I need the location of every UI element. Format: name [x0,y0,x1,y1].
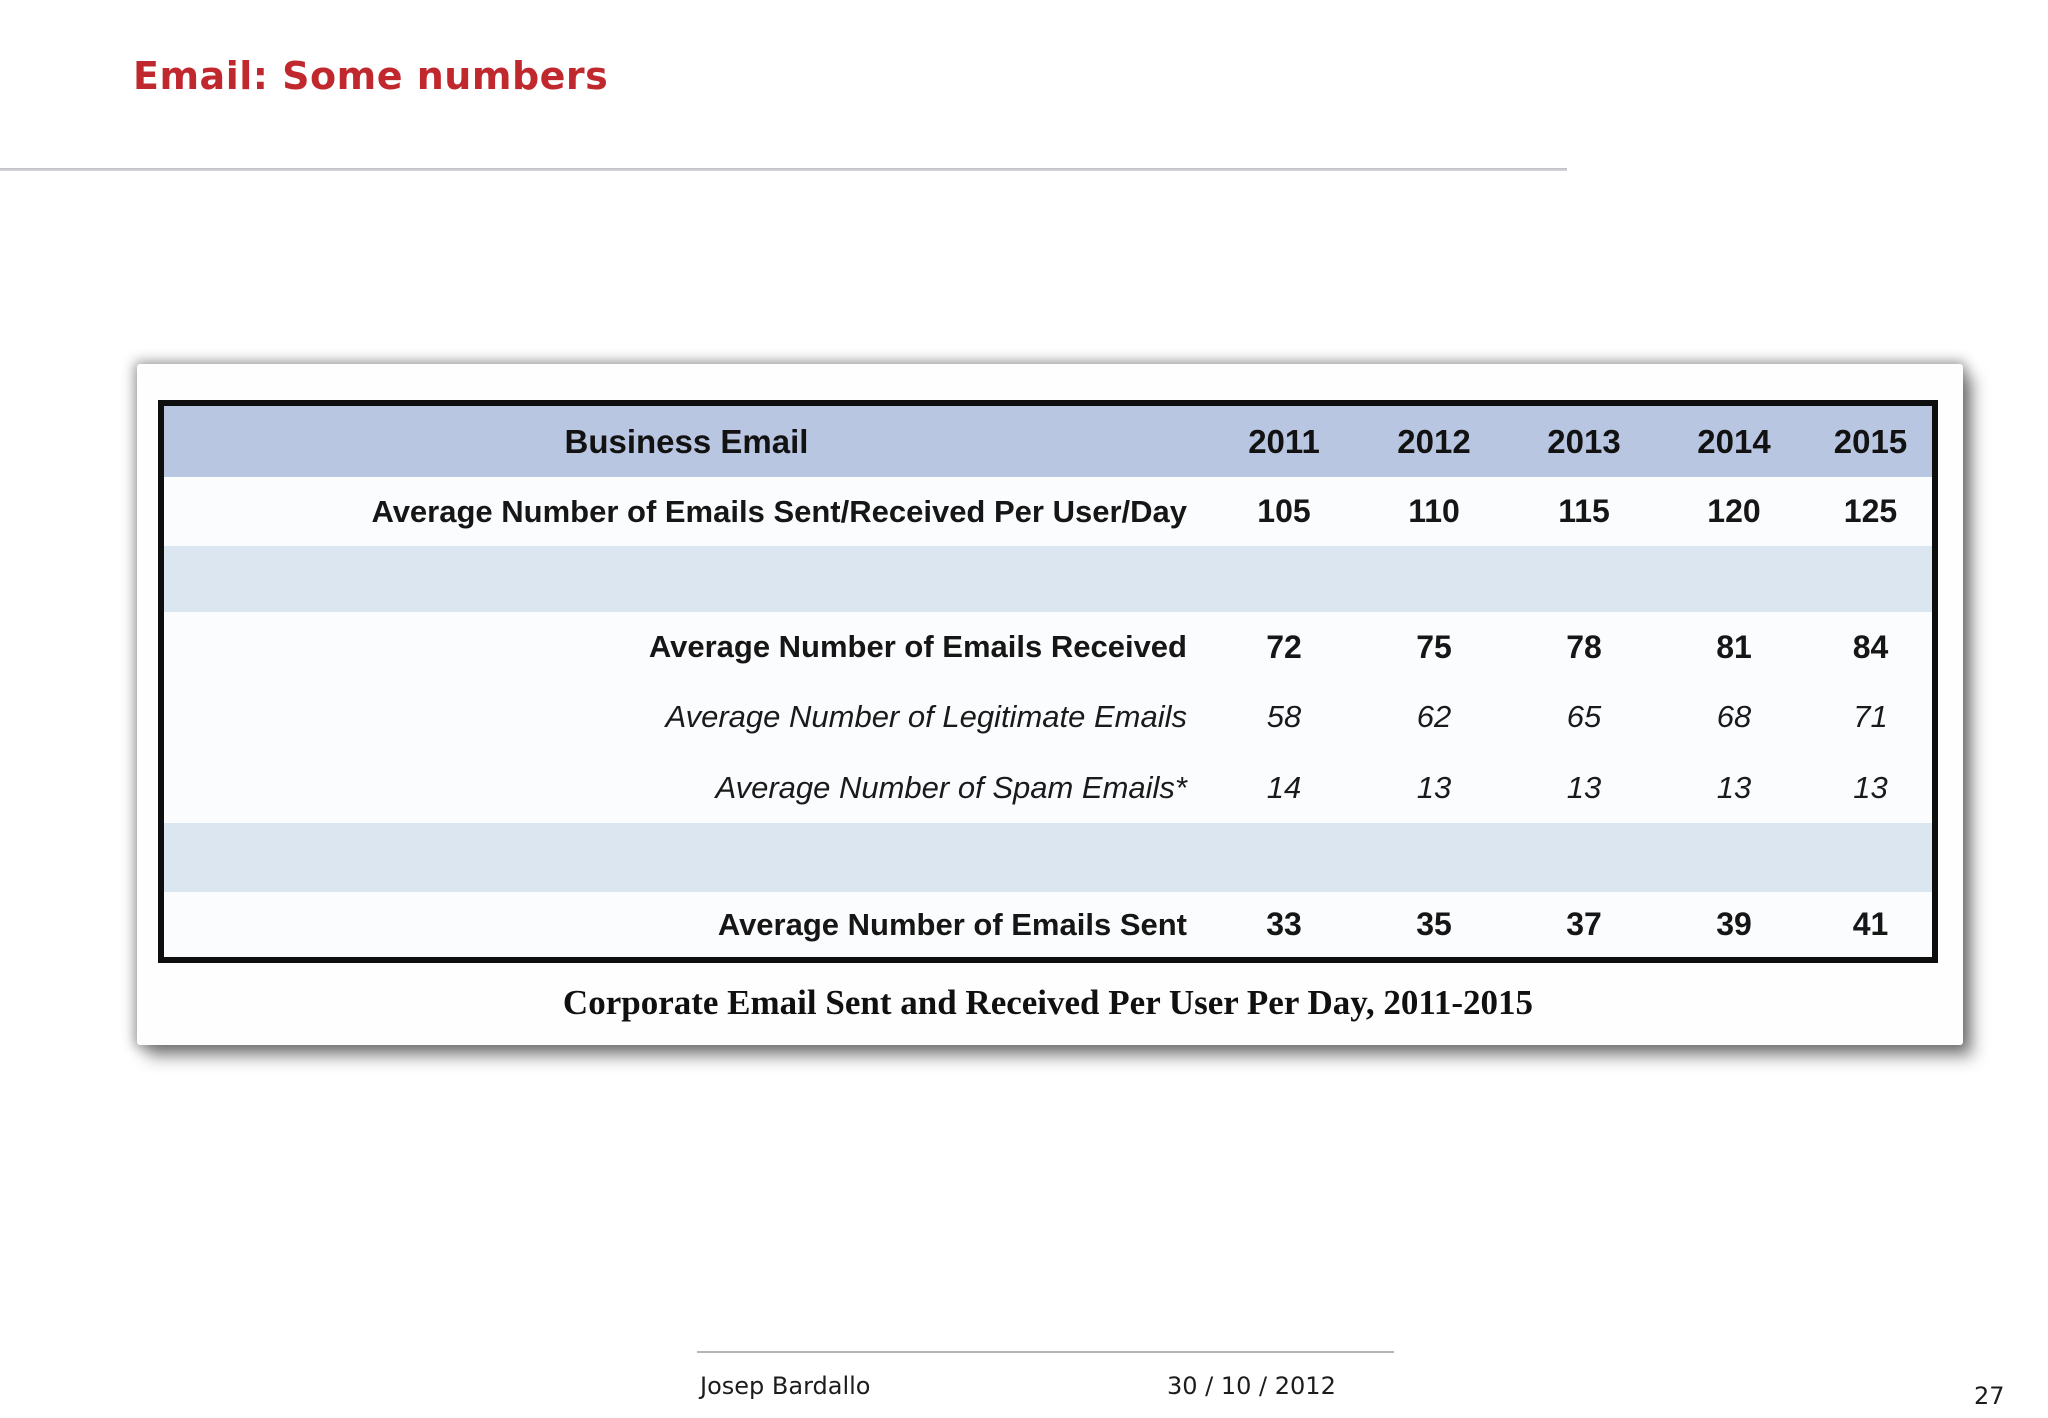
cell-value: 41 [1852,906,1889,942]
page-title: Email: Some numbers [133,54,609,98]
cell-value: 120 [1707,493,1761,529]
cell-value: 78 [1566,628,1602,665]
spacer-row [164,823,1932,892]
cell-value: 35 [1416,906,1452,942]
cell-value: 75 [1416,628,1452,665]
cell-value: 39 [1716,906,1752,942]
cell-value: 58 [1266,699,1302,734]
cell-value: 33 [1266,906,1302,942]
cell-value: 14 [1266,769,1302,805]
cell-value: 110 [1408,493,1460,529]
cell-value: 84 [1852,628,1889,665]
table-row-spam-emails: Average Number of Spam Emails* 14 13 13 … [164,752,1932,823]
table-row-legitimate-emails: Average Number of Legitimate Emails 58 6… [164,682,1932,752]
cell-value: 13 [1853,769,1888,805]
cell-value: 105 [1257,493,1311,529]
title-divider [0,168,1567,171]
year-header-2014: 2014 [1697,422,1771,460]
cell-value: 62 [1416,699,1452,734]
year-header-2013: 2013 [1547,422,1621,460]
business-email-table: Business Email 2011 2012 2013 2014 2015 … [158,400,1938,963]
cell-value: 125 [1843,493,1898,529]
table-header-row: Business Email 2011 2012 2013 2014 2015 [164,406,1932,477]
cell-value: 13 [1566,769,1602,805]
footer-divider [697,1351,1394,1353]
footer-author: Josep Bardallo [700,1372,871,1400]
cell-value: 72 [1266,628,1302,665]
table-header-label: Business Email [564,422,809,460]
row-label: Average Number of Spam Emails* [715,769,1187,805]
cell-value: 71 [1853,699,1888,734]
cell-value: 115 [1558,493,1610,529]
table-caption: Corporate Email Sent and Received Per Us… [562,983,1534,1022]
year-header-2015: 2015 [1833,422,1908,460]
row-label: Average Number of Emails Sent/Received P… [371,493,1187,529]
year-header-2011: 2011 [1248,422,1320,460]
row-label: Average Number of Legitimate Emails [665,699,1187,734]
spacer-row [164,546,1932,612]
table-row-emails-sent: Average Number of Emails Sent 33 35 37 3… [164,892,1932,957]
table-row-emails-received: Average Number of Emails Received 72 75 … [164,612,1932,682]
row-label: Average Number of Emails Sent [717,906,1187,942]
cell-value: 13 [1416,769,1452,805]
cell-value: 81 [1716,628,1752,665]
row-label: Average Number of Emails Received [648,629,1187,664]
cell-value: 65 [1566,699,1602,734]
table-row-sent-received-per-day: Average Number of Emails Sent/Received P… [164,477,1932,546]
footer-date: 30 / 10 / 2012 [1167,1372,1336,1400]
year-header-2012: 2012 [1397,422,1471,460]
table-panel: Business Email 2011 2012 2013 2014 2015 … [137,364,1963,1045]
cell-value: 37 [1566,906,1602,942]
cell-value: 13 [1716,769,1752,805]
page-number: 27 [1974,1382,2005,1410]
cell-value: 68 [1716,699,1752,734]
